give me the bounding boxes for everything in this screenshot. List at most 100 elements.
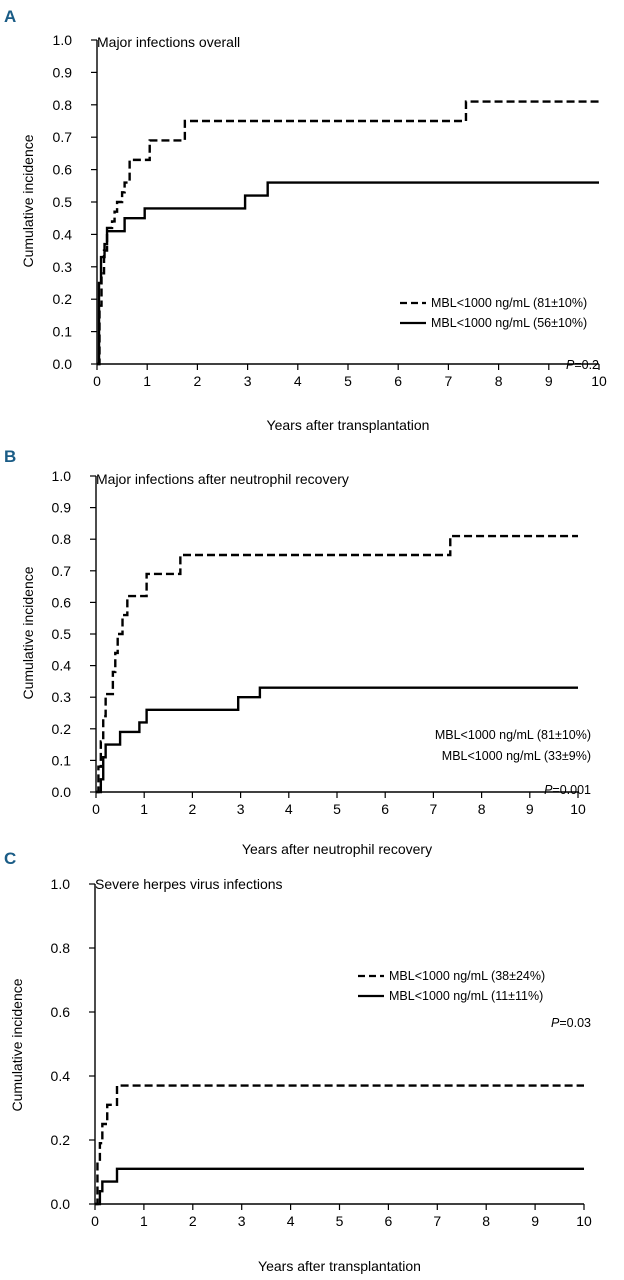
x-tick-label: 10 — [591, 373, 607, 389]
y-tick-label: 1.0 — [51, 876, 71, 892]
y-tick-label: 1.0 — [52, 468, 72, 484]
chart-panel-a: A Major infections overall 0.0 0.1 0.2 0.3 0.4… — [4, 7, 607, 433]
x-tick-label: 1 — [143, 373, 151, 389]
y-tick-label: 0.2 — [51, 1132, 71, 1148]
series-line-dashed — [96, 534, 578, 794]
p-value-text: =0.03 — [559, 1016, 591, 1030]
y-tick-label: 0.8 — [52, 531, 72, 547]
y-tick-label: 1.0 — [53, 32, 73, 48]
x-tick-label: 7 — [433, 1213, 441, 1229]
x-tick-label: 9 — [545, 373, 553, 389]
y-axis-label: Cumulative incidence — [9, 978, 25, 1111]
y-tick-label: 0.4 — [53, 226, 73, 242]
x-tick-label: 8 — [478, 801, 486, 817]
x-axis-label: Years after neutrophil recovery — [242, 841, 432, 857]
x-tick-label: 5 — [344, 373, 352, 389]
x-tick-label: 2 — [189, 1213, 197, 1229]
y-tick-label: 0.1 — [53, 324, 73, 340]
x-tick-label: 7 — [445, 373, 453, 389]
x-tick-label: 0 — [93, 373, 101, 389]
x-tick-label: 6 — [394, 373, 402, 389]
y-tick-label: 0.6 — [51, 1004, 71, 1020]
y-tick-label: 0.2 — [53, 291, 73, 307]
x-tick-label: 10 — [576, 1213, 592, 1229]
chart-title: Major infections after neutrophil recove… — [96, 471, 349, 487]
y-tick-label: 0.7 — [52, 563, 72, 579]
legend: MBL<1000 ng/mL (81±10%) MBL<1000 ng/mL (5… — [400, 296, 587, 330]
legend: MBL<1000 ng/mL (81±10%) MBL<1000 ng/mL (3… — [435, 728, 591, 763]
x-tick-label: 1 — [140, 1213, 148, 1229]
y-tick-label: 0.3 — [52, 689, 72, 705]
series-line-solid — [97, 181, 599, 366]
p-value-text: =0.001 — [552, 783, 591, 797]
x-tick-label: 5 — [336, 1213, 344, 1229]
chart-title: Severe herpes virus infections — [95, 876, 283, 892]
x-tick-label: 3 — [244, 373, 252, 389]
y-tick-label: 0.6 — [53, 162, 73, 178]
y-tick-label: 0.8 — [51, 940, 71, 956]
y-tick-label: 0.7 — [53, 129, 73, 145]
panel-label: C — [4, 849, 16, 868]
p-value: P=0.03 — [551, 1016, 591, 1030]
legend-entry: MBL<1000 ng/mL (56±10%) — [431, 316, 587, 330]
series-line-dashed — [97, 100, 599, 366]
y-tick-label: 0.2 — [52, 721, 72, 737]
legend-entry: MBL<1000 ng/mL (81±10%) — [431, 296, 587, 310]
x-tick-label: 10 — [570, 801, 586, 817]
x-tick-label: 1 — [140, 801, 148, 817]
y-tick-label: 0.0 — [53, 356, 73, 372]
y-tick-label: 0.4 — [51, 1068, 71, 1084]
y-tick-label: 0.0 — [52, 784, 72, 800]
legend-entry: MBL<1000 ng/mL (81±10%) — [435, 728, 591, 742]
chart-title: Major infections overall — [97, 34, 240, 50]
x-tick-label: 4 — [294, 373, 302, 389]
p-value-prefix: P — [551, 1016, 560, 1030]
x-tick-label: 9 — [531, 1213, 539, 1229]
p-value-prefix: P — [544, 783, 553, 797]
p-value-text: =0.2 — [574, 358, 599, 372]
y-axis-label: Cumulative incidence — [20, 134, 36, 267]
y-tick-label: 0.9 — [53, 64, 73, 80]
legend: MBL<1000 ng/mL (38±24%) MBL<1000 ng/mL (1… — [358, 969, 545, 1003]
x-tick-label: 9 — [526, 801, 534, 817]
p-value: P=0.2 — [566, 358, 599, 372]
x-tick-label: 4 — [285, 801, 293, 817]
legend-entry: MBL<1000 ng/mL (38±24%) — [389, 969, 545, 983]
chart-panel-c: C Severe herpes virus infections 0.0 0.2 0.4… — [4, 849, 592, 1274]
y-axis-label: Cumulative incidence — [20, 566, 36, 699]
legend-entry: MBL<1000 ng/mL (11±11%) — [389, 989, 543, 1003]
y-tick-label: 0.5 — [52, 626, 72, 642]
x-tick-label: 8 — [482, 1213, 490, 1229]
p-value-prefix: P — [566, 358, 575, 372]
x-tick-label: 8 — [495, 373, 503, 389]
x-tick-label: 2 — [189, 801, 197, 817]
y-tick-label: 0.8 — [53, 97, 73, 113]
x-tick-label: 4 — [287, 1213, 295, 1229]
y-tick-label: 0.1 — [52, 752, 72, 768]
panel-label: B — [4, 447, 16, 466]
x-tick-label: 5 — [333, 801, 341, 817]
y-tick-label: 0.6 — [52, 594, 72, 610]
panel-label: A — [4, 7, 16, 26]
x-tick-label: 0 — [92, 801, 100, 817]
x-tick-label: 3 — [238, 1213, 246, 1229]
p-value: P=0.001 — [544, 783, 591, 797]
series-line-solid — [96, 686, 578, 794]
x-axis-label: Years after transplantation — [267, 417, 430, 433]
x-tick-label: 3 — [237, 801, 245, 817]
y-tick-label: 0.4 — [52, 658, 72, 674]
chart-panel-b: B Major infections after neutrophil recov… — [4, 447, 591, 857]
series-line-solid — [95, 1167, 584, 1206]
x-tick-label: 0 — [91, 1213, 99, 1229]
x-axis-label: Years after transplantation — [258, 1258, 421, 1274]
x-tick-label: 7 — [430, 801, 438, 817]
y-tick-label: 0.5 — [53, 194, 73, 210]
y-tick-label: 0.0 — [51, 1196, 71, 1212]
legend-entry: MBL<1000 ng/mL (33±9%) — [442, 749, 591, 763]
y-tick-label: 0.9 — [52, 500, 72, 516]
x-tick-label: 6 — [385, 1213, 393, 1229]
x-tick-label: 6 — [381, 801, 389, 817]
series-line-dashed — [95, 1084, 584, 1206]
x-tick-label: 2 — [194, 373, 202, 389]
